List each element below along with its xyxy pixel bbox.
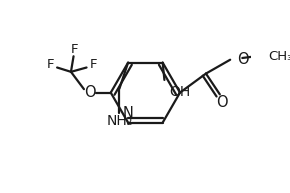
Text: F: F	[71, 43, 78, 56]
Text: F: F	[90, 58, 97, 71]
Text: NH₂: NH₂	[106, 114, 133, 129]
Text: N: N	[123, 106, 133, 121]
Text: OH: OH	[170, 85, 191, 99]
Text: O: O	[237, 52, 249, 67]
Text: O: O	[216, 96, 227, 110]
Text: F: F	[46, 58, 54, 71]
Text: CH₃: CH₃	[268, 50, 290, 63]
Text: O: O	[84, 85, 96, 100]
